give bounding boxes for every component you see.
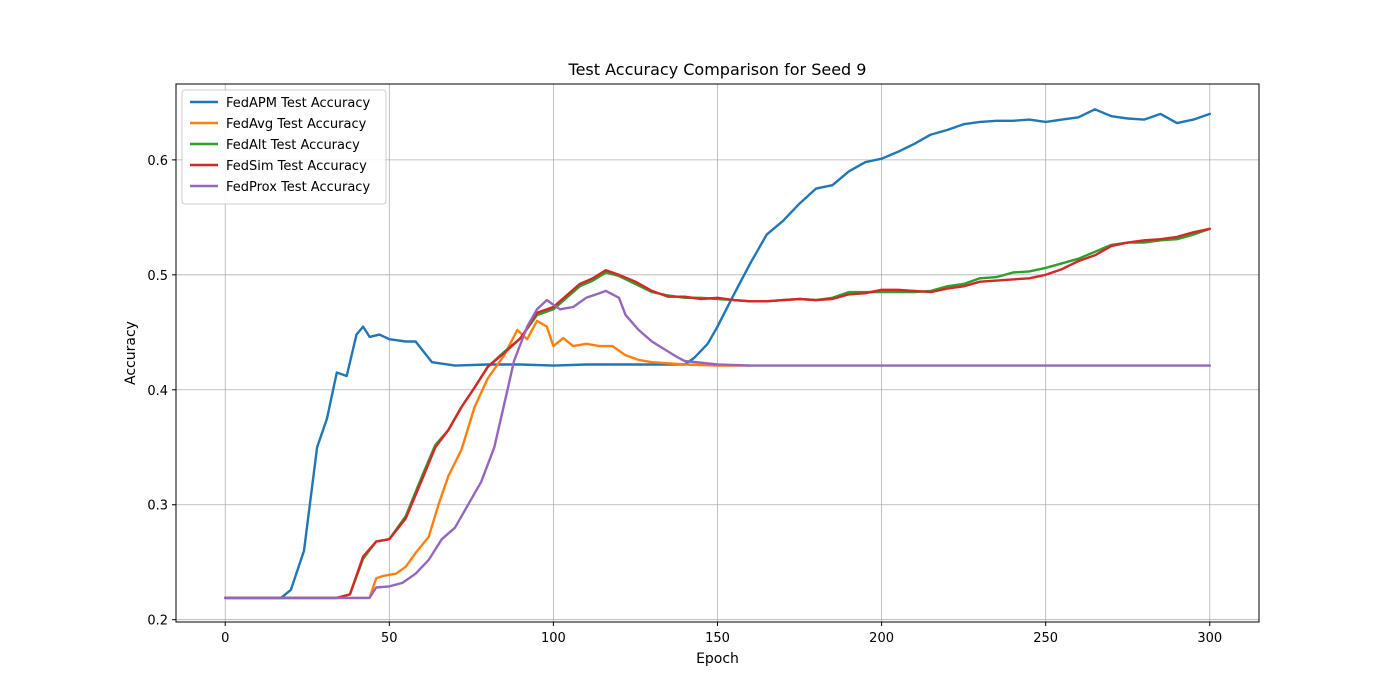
series-line-fedapm-test-accuracy <box>223 108 1212 600</box>
y-tick-label: 0.5 <box>147 269 168 284</box>
legend-box <box>181 89 387 205</box>
axis-ticks: 0 50 100 150 200 250 300 0.2 0.3 0.4 0.5 0.6 <box>147 154 1222 646</box>
legend-label: FedSim Test Accuracy <box>226 159 367 174</box>
legend: FedAPM Test Accuracy FedAvg Test Accuracy… <box>181 89 387 205</box>
y-tick-label: 0.6 <box>147 154 168 169</box>
legend-label: FedAPM Test Accuracy <box>226 96 370 111</box>
y-tick-label: 0.4 <box>147 384 168 399</box>
series-lines <box>223 108 1212 600</box>
x-tick-label: 0 <box>221 631 229 646</box>
x-tick-label: 100 <box>541 631 566 646</box>
x-axis-title: Epoch <box>696 651 739 667</box>
legend-label: FedProx Test Accuracy <box>226 180 370 195</box>
x-tick-label: 300 <box>1197 631 1222 646</box>
y-tick-label: 0.3 <box>147 499 168 514</box>
x-tick-label: 50 <box>381 631 398 646</box>
x-tick-label: 250 <box>1033 631 1058 646</box>
legend-label: FedAlt Test Accuracy <box>226 138 360 153</box>
chart-title: Test Accuracy Comparison for Seed 9 <box>568 60 867 79</box>
y-axis-title: Accuracy <box>123 321 139 385</box>
grid <box>176 84 1259 622</box>
x-tick-label: 200 <box>869 631 894 646</box>
series-line-fedsim-test-accuracy <box>223 227 1212 600</box>
series-line-fedprox-test-accuracy <box>223 289 1212 600</box>
x-tick-label: 150 <box>705 631 730 646</box>
y-tick-label: 0.2 <box>147 614 168 629</box>
legend-label: FedAvg Test Accuracy <box>226 117 367 132</box>
